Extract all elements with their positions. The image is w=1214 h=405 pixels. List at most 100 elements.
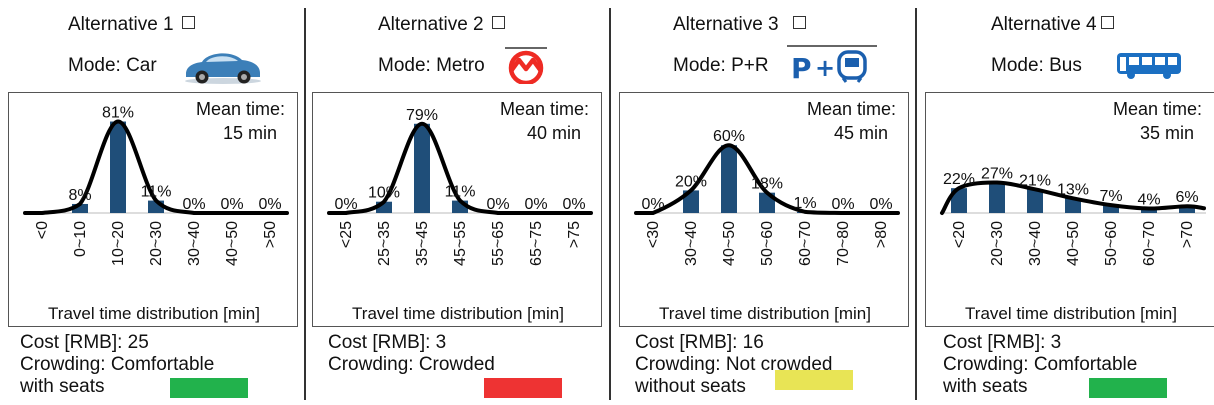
- travel-time-chart: 8% 81% 11% 0% 0% 0% <0 0~10 10~20 20~30 30~40 40~50…: [8, 92, 298, 327]
- x-axis-title: Travel time distribution [min]: [352, 304, 564, 323]
- distribution-bar: [1141, 208, 1157, 213]
- value-label: 10%: [368, 185, 400, 202]
- category-label: <20: [951, 221, 968, 248]
- alternative-panel-2: Alternative 2 Mode: Metro 0% 10% 79% 11% 0% 0…: [306, 0, 606, 405]
- category-label: 40~50: [721, 221, 738, 266]
- value-label: 0%: [641, 196, 664, 213]
- category-label: 60~70: [797, 221, 814, 266]
- crowding-detail: without seats: [635, 376, 746, 397]
- bus-icon: [1117, 53, 1181, 79]
- choice-checkbox[interactable]: [181, 16, 195, 30]
- choice-checkbox[interactable]: [792, 16, 806, 30]
- category-label: 35~45: [414, 221, 431, 266]
- mode-label: Mode: Metro: [378, 55, 485, 76]
- cost-label: Cost [RMB]: 16: [635, 332, 764, 353]
- mean-time-label: Mean time:: [196, 99, 285, 119]
- category-label: 0~10: [72, 221, 89, 257]
- category-label: 65~75: [528, 221, 545, 266]
- value-label: 79%: [406, 107, 438, 124]
- category-label: 10~20: [110, 221, 127, 266]
- category-label: >70: [1179, 221, 1196, 248]
- alternative-panel-3: Alternative 3 Mode: P+R P + 0% 20% 60% 18% 1…: [611, 0, 911, 405]
- crowding-label: Crowding: Comfortable: [943, 354, 1138, 375]
- category-label: 40~50: [1065, 221, 1082, 266]
- svg-text:P: P: [791, 52, 812, 84]
- category-label: 50~60: [759, 221, 776, 266]
- travel-time-chart: 22% 27% 21% 13% 7% 4% 6% <20 20~30 30~40 40~50 50~6…: [925, 92, 1214, 327]
- value-label: 0%: [562, 196, 585, 213]
- crowding-detail: with seats: [943, 376, 1028, 397]
- value-label: 21%: [1019, 172, 1051, 189]
- panel-divider: [304, 8, 306, 400]
- category-label: >50: [262, 221, 279, 248]
- alternative-title: Alternative 3: [673, 14, 779, 35]
- category-label: 30~40: [683, 221, 700, 266]
- x-axis-title: Travel time distribution [min]: [48, 304, 260, 323]
- distribution-bar: [989, 182, 1005, 213]
- alternative-title: Alternative 1: [68, 14, 174, 35]
- distribution-curve: [634, 143, 900, 215]
- metro-icon: [505, 47, 547, 84]
- mode-label: Mode: Car: [68, 55, 157, 76]
- category-label: 45~55: [452, 221, 469, 266]
- mean-time-label: Mean time:: [500, 99, 589, 119]
- value-label: 0%: [220, 196, 243, 213]
- category-label: 55~65: [490, 221, 507, 266]
- choice-checkbox[interactable]: [491, 16, 505, 30]
- value-label: 60%: [713, 128, 745, 145]
- alternative-title: Alternative 4: [991, 14, 1097, 35]
- x-axis-title: Travel time distribution [min]: [965, 304, 1177, 323]
- value-label: 0%: [869, 196, 892, 213]
- mode-label: Mode: Bus: [991, 55, 1082, 76]
- value-label: 13%: [1057, 181, 1089, 198]
- distribution-bar: [72, 203, 88, 213]
- category-label: 70~80: [835, 221, 852, 266]
- value-label: 6%: [1175, 189, 1198, 206]
- distribution-bar: [376, 201, 392, 213]
- panel-divider: [609, 8, 611, 400]
- category-label: 60~70: [1141, 221, 1158, 266]
- cost-label: Cost [RMB]: 25: [20, 332, 149, 353]
- mean-time-value: 35 min: [1140, 123, 1194, 143]
- crowding-label: Crowding: Comfortable: [20, 354, 215, 375]
- svg-text:+: +: [815, 54, 835, 82]
- value-label: 22%: [943, 171, 975, 188]
- value-label: 11%: [445, 184, 476, 201]
- value-label: 8%: [68, 187, 91, 204]
- attributes: Cost [RMB]: 25 Crowding: Comfortable wit…: [20, 332, 214, 398]
- mean-time-value: 40 min: [527, 123, 581, 143]
- category-label: <25: [338, 221, 355, 248]
- alternative-title: Alternative 2: [378, 14, 484, 35]
- choice-checkbox[interactable]: [1100, 16, 1114, 30]
- category-label: <30: [645, 221, 662, 248]
- category-label: >75: [566, 221, 583, 248]
- category-label: 30~40: [1027, 221, 1044, 266]
- attributes: Cost [RMB]: 16 Crowding: Not crowded wit…: [635, 332, 832, 398]
- mean-time-label: Mean time:: [807, 99, 896, 119]
- crowding-color-indicator: [775, 370, 853, 390]
- chart-svg: 0% 10% 79% 11% 0% 0% 0% <25 25~35 35~45 45~55 55~65…: [327, 99, 593, 323]
- distribution-bar: [951, 188, 967, 213]
- travel-time-chart: 0% 20% 60% 18% 1% 0% 0% <30 30~40 40~50 50~60 60~70…: [619, 92, 909, 327]
- mean-time-label: Mean time:: [1113, 99, 1202, 119]
- value-label: 0%: [486, 196, 509, 213]
- category-label: 20~30: [148, 221, 165, 266]
- car-icon: [185, 53, 261, 84]
- category-label: 30~40: [186, 221, 203, 266]
- attributes: Cost [RMB]: 3 Crowding: Crowded: [328, 332, 495, 376]
- mean-time-value: 45 min: [834, 123, 888, 143]
- value-label: 0%: [831, 196, 854, 213]
- x-axis-title: Travel time distribution [min]: [659, 304, 871, 323]
- distribution-bar: [721, 145, 737, 213]
- value-label: 18%: [751, 176, 783, 193]
- alternative-header: Alternative 2: [378, 14, 505, 36]
- value-label: 81%: [102, 105, 134, 122]
- value-label: 0%: [334, 196, 357, 213]
- alternative-header: Alternative 4: [991, 14, 1114, 36]
- distribution-curve: [940, 180, 1206, 215]
- value-label: 20%: [675, 173, 707, 190]
- value-label: 11%: [141, 184, 172, 201]
- category-label: >80: [873, 221, 890, 248]
- category-label: 40~50: [224, 221, 241, 266]
- park-and-ride-icon: P +: [787, 45, 877, 84]
